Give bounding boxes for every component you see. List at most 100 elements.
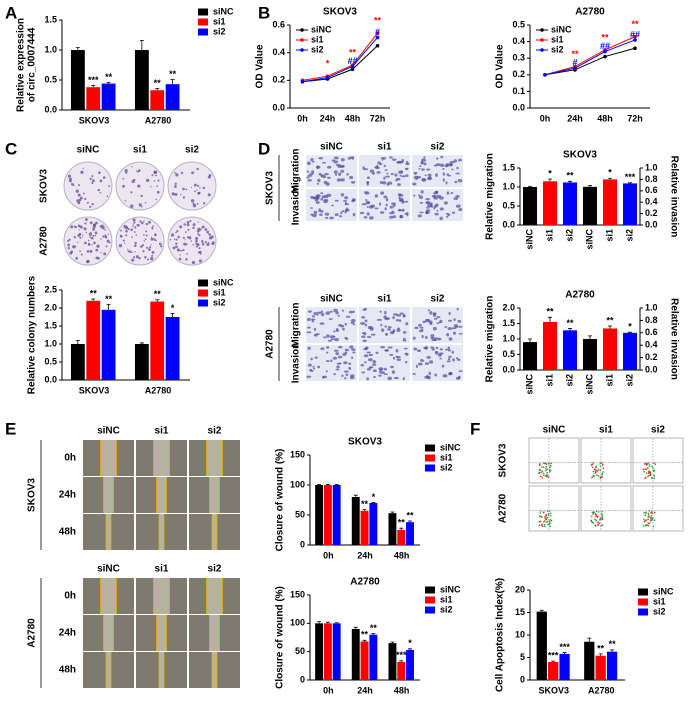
y2-tick-label: 0.8 <box>645 315 658 325</box>
cell <box>405 160 409 165</box>
cell <box>340 211 343 215</box>
event <box>549 464 552 467</box>
event <box>601 518 604 520</box>
legend-label: si2 <box>311 44 324 54</box>
colony <box>92 228 95 231</box>
error-bar <box>325 621 330 624</box>
colony <box>133 244 137 247</box>
event <box>592 476 595 478</box>
cell <box>370 333 376 336</box>
event <box>648 470 651 473</box>
colony <box>79 225 83 229</box>
x-tick-label: 72h <box>370 113 386 123</box>
event <box>542 462 545 464</box>
plate <box>63 161 113 211</box>
image-panel: siNC si1 si2 0h 24h 48h SKOV3 <box>27 426 240 550</box>
colony <box>186 253 188 255</box>
event <box>647 514 650 516</box>
event <box>600 476 602 478</box>
y2-tick-label: 0.4 <box>645 340 658 350</box>
bar <box>369 634 378 680</box>
legend-marker <box>540 38 544 42</box>
event <box>652 525 655 528</box>
cell <box>369 366 374 369</box>
bar <box>70 50 85 110</box>
bar <box>388 643 397 680</box>
significance: ** <box>361 630 369 640</box>
cell <box>315 201 320 204</box>
event <box>653 477 656 480</box>
cell <box>438 196 444 200</box>
cell <box>395 318 400 322</box>
cell <box>399 312 404 315</box>
bar <box>623 332 637 370</box>
colony <box>189 219 192 223</box>
wound-gap <box>159 652 164 688</box>
event <box>543 523 546 526</box>
event <box>645 464 648 466</box>
significance: ** <box>571 49 579 59</box>
colony <box>79 237 82 239</box>
colony <box>196 189 198 191</box>
panel-letter: E <box>5 419 16 438</box>
cell <box>405 174 409 177</box>
event <box>645 524 647 526</box>
cell <box>380 346 385 349</box>
cell <box>372 369 377 373</box>
cell <box>386 172 389 175</box>
colony <box>158 242 162 246</box>
cell <box>402 377 405 381</box>
y-tick-label: 150 <box>290 449 305 459</box>
bar <box>332 623 341 680</box>
colony <box>194 190 196 193</box>
cell <box>381 158 384 161</box>
cell <box>345 315 351 318</box>
colony <box>151 174 154 177</box>
cell <box>455 204 461 208</box>
colony <box>104 229 106 231</box>
wound-gap <box>209 477 220 513</box>
event <box>549 512 552 515</box>
cell <box>441 364 445 368</box>
cell <box>433 164 438 167</box>
cell <box>429 321 433 326</box>
event <box>602 464 604 466</box>
colony <box>170 233 175 237</box>
cell <box>401 158 405 163</box>
colony <box>179 225 183 229</box>
y-tick-label: 1.5 <box>44 14 57 24</box>
colony <box>143 233 145 236</box>
cell <box>362 308 366 311</box>
cell <box>391 158 397 161</box>
colony <box>80 253 83 256</box>
colony <box>100 238 102 240</box>
colony <box>88 232 93 236</box>
colony <box>103 252 107 256</box>
cell <box>429 360 434 364</box>
colony <box>175 242 178 245</box>
event <box>594 524 597 527</box>
cell <box>380 328 385 332</box>
event <box>545 469 547 472</box>
cell <box>449 160 455 164</box>
cell <box>340 178 345 182</box>
colony <box>84 222 87 225</box>
significance: ** <box>105 72 113 82</box>
cell <box>433 318 438 320</box>
error-bar <box>371 502 376 503</box>
cell <box>378 374 382 377</box>
y-tick-label: 0 <box>300 539 305 549</box>
legend-swatch <box>198 8 208 16</box>
event <box>545 518 548 521</box>
x-tick-label: si1 <box>544 229 554 242</box>
cell <box>433 191 438 195</box>
cell <box>439 163 445 168</box>
event <box>547 514 550 516</box>
bar <box>523 342 537 370</box>
cell <box>348 366 351 369</box>
cell <box>393 376 399 380</box>
cell <box>430 334 435 337</box>
colony <box>176 230 179 233</box>
error-bar <box>106 82 111 84</box>
colony <box>145 222 149 226</box>
